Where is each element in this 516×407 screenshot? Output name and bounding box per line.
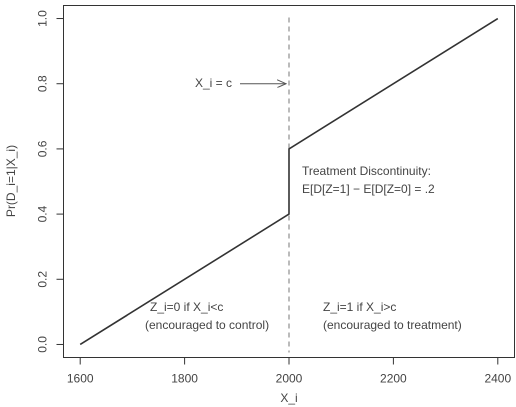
x-axis-label: X_i [280,391,297,405]
annotation: (encouraged to control) [145,318,269,332]
y-tick-label: 0.0 [36,336,50,353]
x-tick-label: 2400 [484,372,511,386]
annotation: Treatment Discontinuity: [302,164,431,178]
y-tick-label: 0.6 [36,140,50,157]
x-tick-label: 1600 [67,372,94,386]
y-tick-label: 0.4 [36,205,50,222]
y-tick-label: 1.0 [36,10,50,27]
annotation: X_i = c [195,76,232,90]
x-tick-label: 2000 [276,372,303,386]
annotation: E[D[Z=1] − E[D[Z=0] = .2 [302,182,435,196]
y-tick-label: 0.8 [36,75,50,92]
y-tick-label: 0.2 [36,271,50,288]
annotation: (encouraged to treatment) [323,318,462,332]
annotation: Z_i=0 if X_i<c [150,300,223,314]
data-line [79,17,499,346]
x-tick-label: 2200 [380,372,407,386]
y-axis-label: Pr(D_i=1|X_i) [4,145,18,217]
annotation: Z_i=1 if X_i>c [323,300,396,314]
x-tick-label: 1800 [171,372,198,386]
